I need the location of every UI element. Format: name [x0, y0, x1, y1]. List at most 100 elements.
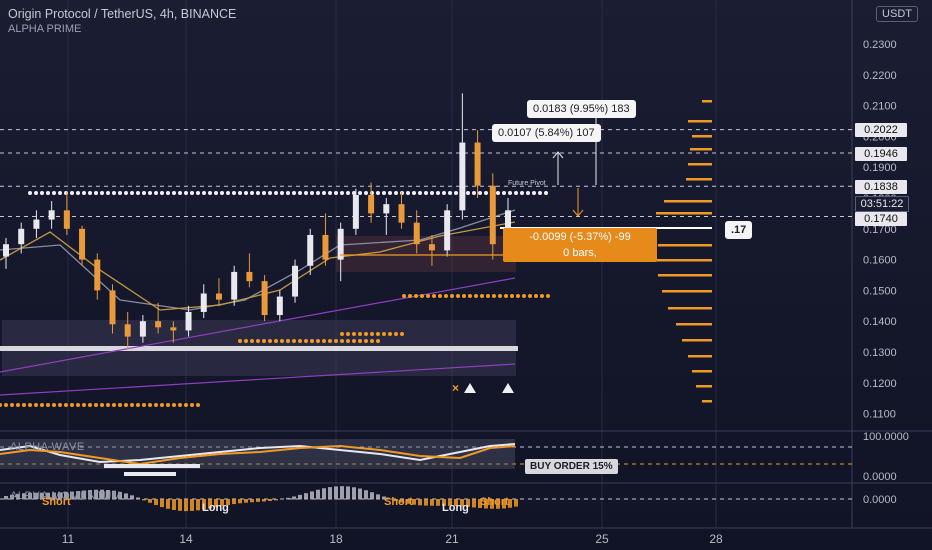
candle-body	[459, 142, 466, 211]
momentum-bar	[172, 499, 176, 511]
momentum-bar	[196, 499, 200, 511]
dotted-level	[540, 294, 544, 298]
candle-body	[155, 321, 162, 328]
dotted-level	[148, 191, 152, 195]
wave-histogram	[124, 472, 176, 476]
dotted-level	[394, 332, 398, 336]
candle-body	[322, 234, 329, 260]
dotted-level	[58, 403, 62, 407]
dotted-level	[388, 191, 392, 195]
momentum-bar	[466, 499, 470, 507]
candle-body	[48, 210, 55, 220]
momentum-bar	[154, 499, 158, 506]
dotted-level	[370, 339, 374, 343]
momentum-bar	[388, 498, 392, 500]
dotted-level	[340, 332, 344, 336]
dotted-level	[328, 191, 332, 195]
alpha-wave-label: ALPHA WAVE	[10, 441, 85, 453]
candle-body	[33, 219, 40, 229]
dotted-level	[280, 339, 284, 343]
momentum-bar	[22, 493, 26, 500]
dotted-level	[546, 294, 550, 298]
volume-profile-bar	[662, 290, 712, 293]
momentum-bar	[226, 499, 230, 505]
momentum-bar	[16, 493, 20, 500]
measure-callout-middle: 0.0107 (5.84%) 107	[492, 124, 601, 142]
momentum-bar	[478, 499, 482, 508]
candle-body	[474, 142, 481, 186]
momentum-bar	[46, 492, 50, 500]
candle-body	[215, 293, 222, 300]
dotted-level	[322, 339, 326, 343]
currency-button[interactable]: USDT	[876, 6, 918, 22]
dotted-level	[136, 403, 140, 407]
buy-order-badge: BUY ORDER 15%	[525, 459, 618, 474]
price-tick-label: 0.1700	[863, 224, 897, 236]
momentum-bar	[148, 499, 152, 503]
dotted-level	[274, 339, 278, 343]
candle-body	[94, 259, 101, 291]
momentum-bar	[28, 492, 32, 500]
dotted-level	[400, 332, 404, 336]
momentum-bar	[298, 494, 302, 500]
dotted-level	[244, 191, 248, 195]
momentum-bar	[364, 490, 368, 500]
dotted-level	[454, 191, 458, 195]
dotted-level	[346, 191, 350, 195]
volume-profile-bar	[682, 339, 712, 342]
dotted-level	[304, 191, 308, 195]
dotted-level	[472, 191, 476, 195]
price-tick-label: 0.2200	[863, 70, 897, 82]
momentum-bar	[256, 499, 260, 502]
dotted-level	[274, 191, 278, 195]
dotted-level	[76, 403, 80, 407]
dotted-level	[510, 294, 514, 298]
momentum-bar	[346, 486, 350, 500]
dotted-level	[382, 191, 386, 195]
candle-body	[18, 228, 25, 245]
dotted-level	[40, 191, 44, 195]
dotted-level	[118, 403, 122, 407]
dotted-level	[462, 294, 466, 298]
dotted-level	[492, 294, 496, 298]
indicator-name: ALPHA PRIME	[8, 23, 82, 35]
candle-body	[368, 194, 375, 214]
dotted-level	[298, 339, 302, 343]
momentum-bar	[304, 493, 308, 500]
dotted-level	[352, 339, 356, 343]
momentum-bar	[490, 499, 494, 509]
momentum-bar	[232, 499, 236, 505]
chart-title: Origin Protocol / TetherUS, 4h, BINANCE	[8, 7, 237, 21]
dotted-level	[28, 403, 32, 407]
dotted-level	[250, 191, 254, 195]
volume-profile-bar	[686, 178, 712, 181]
dotted-level	[88, 191, 92, 195]
volume-profile-bar	[702, 100, 712, 103]
momentum-bar	[376, 494, 380, 500]
dotted-level	[466, 191, 470, 195]
dotted-level	[498, 294, 502, 298]
volume-profile-bar	[676, 323, 712, 326]
momentum-bar	[442, 499, 446, 506]
dotted-level	[508, 191, 512, 195]
dotted-level	[160, 191, 164, 195]
momentum-bar	[202, 499, 206, 510]
momentum-bar	[328, 487, 332, 500]
candle-body	[292, 265, 299, 297]
volume-profile-bar	[702, 400, 712, 403]
dotted-level	[364, 191, 368, 195]
dotted-level	[238, 191, 242, 195]
candle-body	[139, 321, 146, 337]
candle-body	[489, 185, 496, 245]
dotted-level	[448, 191, 452, 195]
dotted-level	[160, 403, 164, 407]
signal-short-1: Short	[42, 496, 71, 508]
dotted-level	[10, 403, 14, 407]
wave-histogram	[104, 464, 200, 468]
dotted-level	[352, 191, 356, 195]
dotted-level	[316, 191, 320, 195]
dotted-level	[394, 191, 398, 195]
price-tag-0.1740: 0.1740	[855, 212, 907, 226]
momentum-bar	[106, 490, 110, 500]
